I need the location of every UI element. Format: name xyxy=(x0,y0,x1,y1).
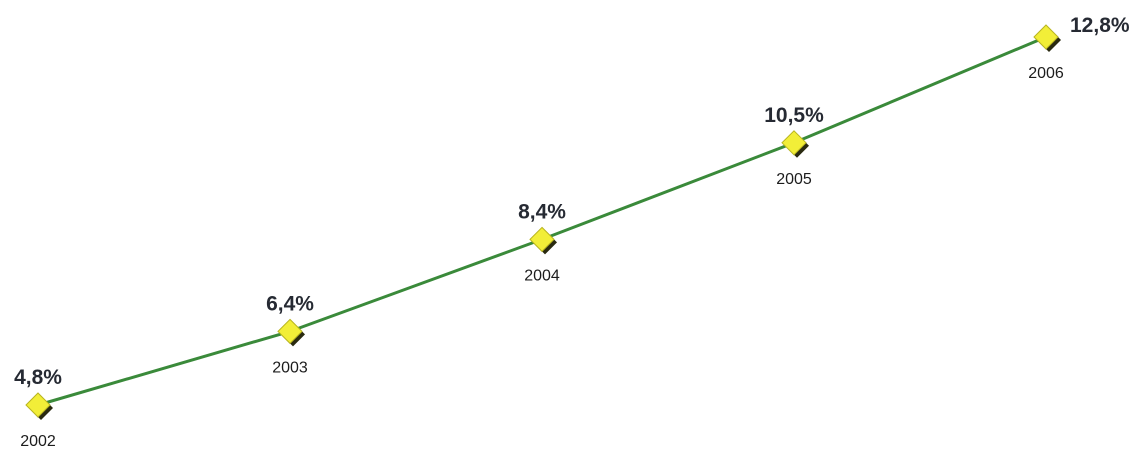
x-tick-label: 2003 xyxy=(272,359,308,376)
data-value-label: 12,8% xyxy=(1070,14,1130,37)
data-value-label: 8,4% xyxy=(518,200,566,223)
data-point-marker xyxy=(25,392,53,420)
data-value-label: 4,8% xyxy=(14,366,62,389)
label-layer: 4,8% 2002 6,4% 2003 8,4% 2004 10,5% 2005 12,8% 20… xyxy=(14,14,1130,450)
marker-diamond xyxy=(25,392,51,418)
data-point-marker xyxy=(1033,24,1061,52)
data-point-marker xyxy=(277,318,305,347)
data-point-layer xyxy=(25,24,1061,420)
data-point-marker xyxy=(529,226,557,255)
x-tick-label: 2005 xyxy=(776,171,812,188)
data-value-label: 6,4% xyxy=(266,292,314,315)
data-value-label: 10,5% xyxy=(764,104,824,127)
data-point-marker xyxy=(781,130,809,158)
marker-diamond xyxy=(781,130,807,156)
x-tick-label: 2006 xyxy=(1028,65,1064,82)
marker-diamond xyxy=(277,318,303,345)
x-tick-label: 2002 xyxy=(20,433,56,450)
marker-diamond xyxy=(529,226,555,253)
marker-diamond xyxy=(1033,24,1059,50)
x-tick-label: 2004 xyxy=(524,267,560,284)
